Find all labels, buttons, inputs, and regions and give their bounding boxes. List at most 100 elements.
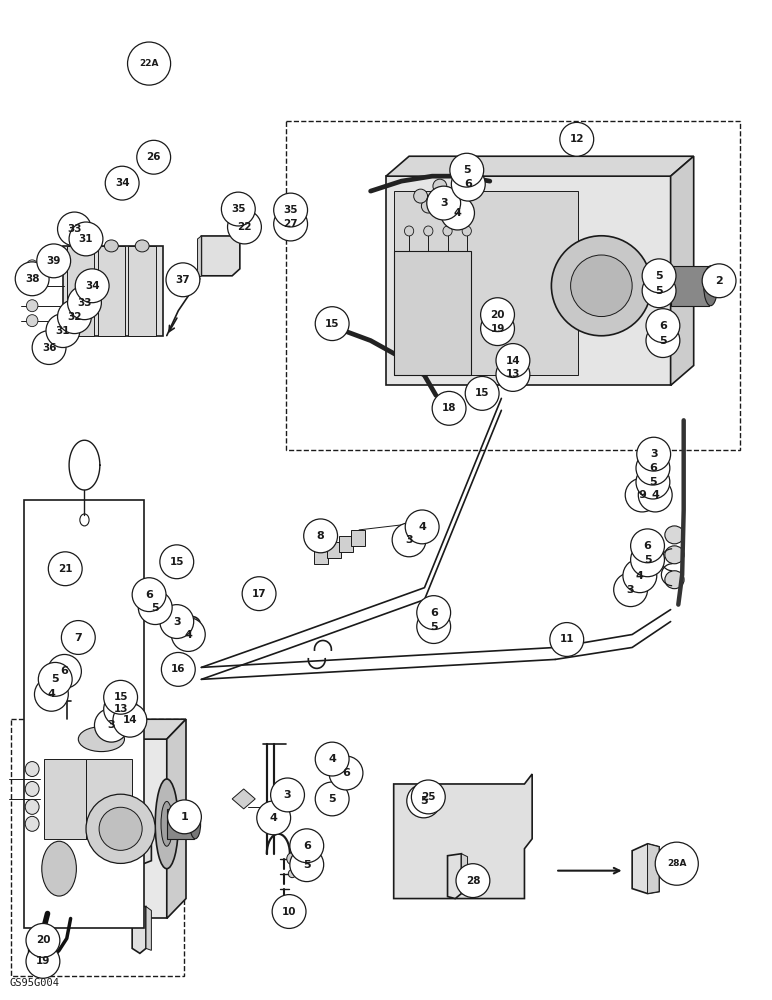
Circle shape — [625, 478, 659, 512]
Ellipse shape — [190, 809, 201, 839]
Text: 16: 16 — [171, 664, 185, 674]
Text: 21: 21 — [58, 564, 73, 574]
Circle shape — [481, 312, 514, 346]
Text: 6: 6 — [145, 590, 153, 600]
Text: 15: 15 — [113, 692, 128, 702]
Circle shape — [127, 42, 171, 85]
Ellipse shape — [665, 571, 684, 589]
Polygon shape — [136, 839, 151, 864]
Ellipse shape — [135, 240, 149, 252]
Text: 5: 5 — [303, 860, 310, 870]
Circle shape — [32, 331, 66, 364]
Ellipse shape — [414, 189, 428, 203]
Circle shape — [703, 264, 736, 298]
Polygon shape — [394, 774, 532, 899]
Polygon shape — [394, 191, 578, 375]
Text: 6: 6 — [303, 841, 310, 851]
Polygon shape — [146, 907, 151, 950]
Text: 25: 25 — [421, 792, 435, 802]
Polygon shape — [63, 246, 163, 336]
Circle shape — [103, 692, 137, 726]
Text: 35: 35 — [231, 204, 245, 214]
Text: 11: 11 — [560, 634, 574, 644]
Text: 5: 5 — [430, 622, 438, 632]
Circle shape — [631, 529, 665, 563]
Ellipse shape — [25, 816, 39, 831]
Circle shape — [58, 300, 91, 334]
Text: 13: 13 — [113, 704, 128, 714]
Text: 13: 13 — [506, 369, 520, 379]
Circle shape — [290, 848, 323, 882]
Circle shape — [62, 621, 95, 654]
Circle shape — [417, 610, 451, 643]
Text: 3: 3 — [107, 720, 115, 730]
Ellipse shape — [155, 779, 178, 869]
Polygon shape — [36, 739, 167, 918]
Circle shape — [315, 307, 349, 341]
Text: 33: 33 — [67, 224, 82, 234]
Text: 20: 20 — [36, 935, 50, 945]
Circle shape — [466, 376, 499, 410]
Polygon shape — [462, 854, 468, 896]
Circle shape — [614, 573, 648, 607]
Circle shape — [405, 510, 439, 544]
Text: 22A: 22A — [139, 59, 159, 68]
Polygon shape — [448, 854, 462, 899]
Text: GS95G004: GS95G004 — [9, 978, 59, 988]
Text: 6: 6 — [644, 541, 652, 551]
Circle shape — [417, 596, 451, 630]
Text: 12: 12 — [570, 134, 584, 144]
Text: 5: 5 — [463, 165, 471, 175]
Circle shape — [228, 210, 262, 244]
Text: 19: 19 — [36, 956, 50, 966]
Ellipse shape — [25, 781, 39, 796]
Circle shape — [274, 193, 307, 227]
Circle shape — [550, 623, 584, 656]
Polygon shape — [201, 236, 240, 276]
Circle shape — [168, 800, 201, 834]
Text: 17: 17 — [252, 589, 266, 599]
Circle shape — [571, 255, 632, 317]
Text: 33: 33 — [77, 298, 92, 308]
Text: 28: 28 — [466, 876, 480, 886]
Text: 6: 6 — [465, 179, 472, 189]
Ellipse shape — [26, 280, 38, 292]
Text: 8: 8 — [317, 531, 324, 541]
Ellipse shape — [73, 240, 87, 252]
Circle shape — [257, 801, 290, 835]
Text: 10: 10 — [282, 907, 296, 917]
Circle shape — [75, 269, 109, 303]
Polygon shape — [671, 266, 709, 306]
Circle shape — [273, 895, 306, 928]
Text: 5: 5 — [649, 477, 657, 487]
Text: 2: 2 — [715, 276, 723, 286]
Ellipse shape — [26, 315, 38, 327]
Text: 1: 1 — [181, 812, 188, 822]
Ellipse shape — [405, 226, 414, 236]
Text: 20: 20 — [490, 310, 505, 320]
Text: 34: 34 — [85, 281, 100, 291]
Text: 15: 15 — [475, 388, 489, 398]
Text: 14: 14 — [506, 356, 520, 366]
Circle shape — [642, 259, 676, 293]
Text: 28A: 28A — [667, 859, 686, 868]
Circle shape — [636, 451, 670, 485]
Circle shape — [49, 552, 82, 586]
Circle shape — [166, 263, 200, 297]
Bar — [25, 500, 144, 928]
Circle shape — [315, 742, 349, 776]
Ellipse shape — [424, 226, 433, 236]
Ellipse shape — [161, 801, 172, 846]
Text: 37: 37 — [175, 275, 190, 285]
Circle shape — [427, 186, 461, 220]
Circle shape — [315, 782, 349, 816]
Text: 5: 5 — [659, 336, 667, 346]
Circle shape — [411, 780, 445, 814]
Circle shape — [26, 944, 60, 978]
Circle shape — [86, 794, 155, 863]
Text: 35: 35 — [283, 205, 298, 215]
Polygon shape — [648, 844, 659, 894]
Text: 19: 19 — [490, 324, 505, 334]
Circle shape — [37, 244, 70, 278]
Text: 4: 4 — [269, 813, 278, 823]
